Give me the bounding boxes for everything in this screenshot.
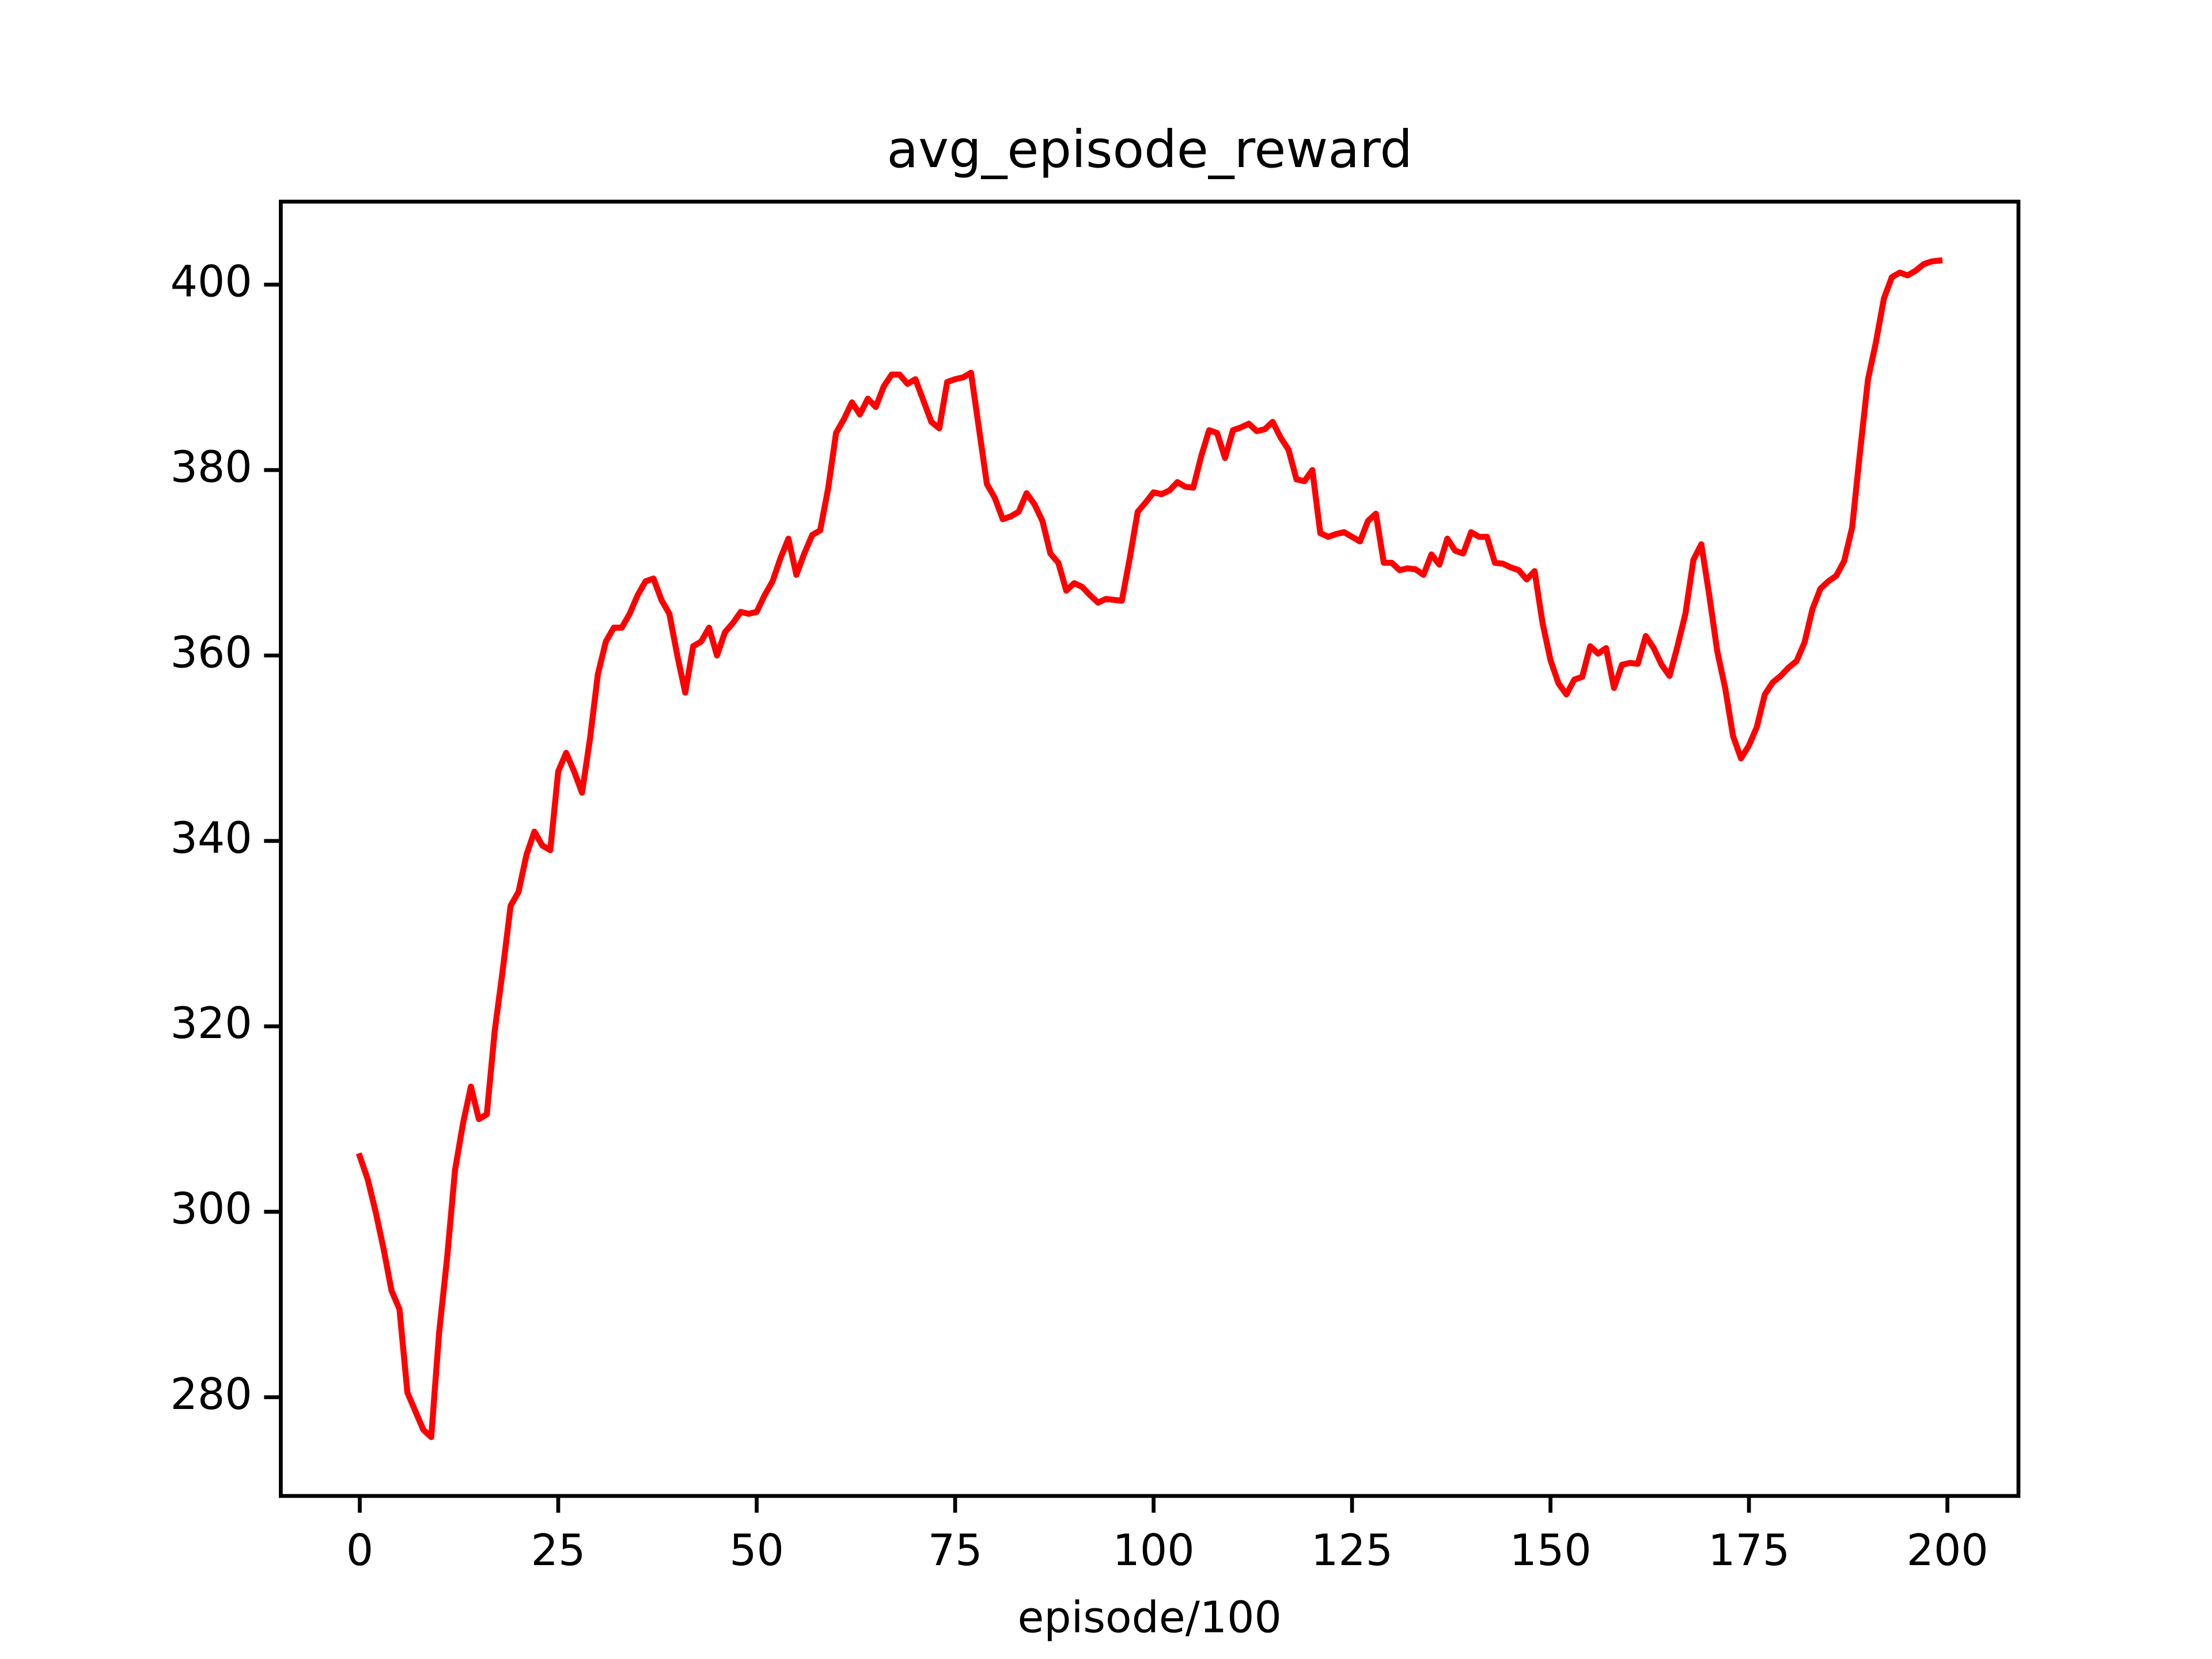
x-tick-label: 150: [1510, 1525, 1592, 1575]
y-tick-label: 280: [171, 1369, 252, 1419]
x-tick-label: 25: [531, 1525, 586, 1575]
chart-title: avg_episode_reward: [887, 120, 1412, 180]
x-tick-label: 75: [928, 1525, 983, 1575]
x-tick-label: 125: [1311, 1525, 1393, 1575]
y-tick-label: 300: [171, 1184, 252, 1234]
x-axis-label: episode/100: [1017, 1592, 1281, 1642]
plot-frame: [279, 199, 2021, 1498]
y-tick-label: 400: [171, 257, 252, 307]
x-tick-label: 200: [1907, 1525, 1988, 1575]
x-tick-label: 100: [1113, 1525, 1195, 1575]
y-tick-label: 320: [171, 998, 252, 1048]
x-tick-label: 50: [729, 1525, 784, 1575]
y-tick-label: 380: [171, 442, 252, 493]
y-tick-label: 360: [171, 627, 252, 677]
y-tick-label: 340: [171, 813, 252, 863]
data-line: [355, 257, 1943, 1440]
x-tick-label: 175: [1708, 1525, 1790, 1575]
x-tick-label: 0: [346, 1525, 373, 1575]
